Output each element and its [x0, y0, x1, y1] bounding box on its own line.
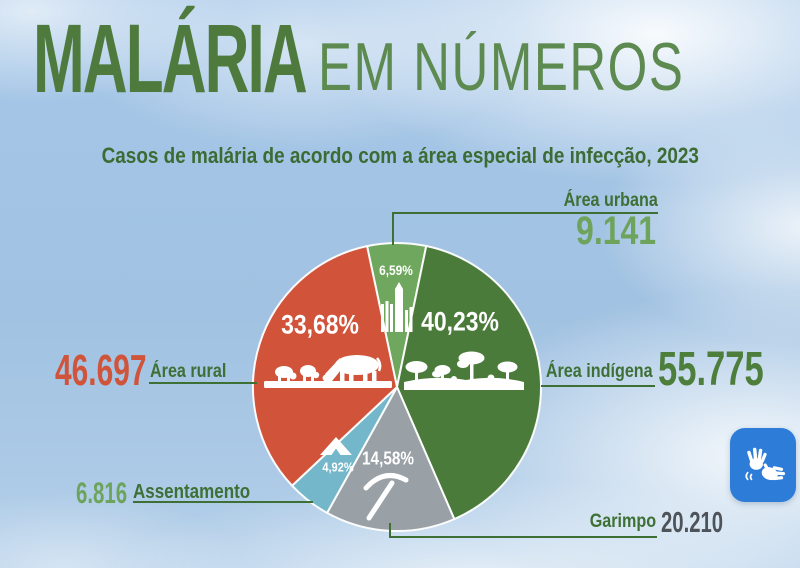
callout-value-indigena: 55.775	[658, 343, 764, 396]
pickaxe-icon	[363, 473, 409, 521]
cattle-icon	[264, 355, 392, 388]
connector-indigena	[541, 385, 655, 387]
pct-label-assentamento: 4,92%	[322, 459, 354, 475]
pct-label-rural: 33,68%	[281, 309, 359, 340]
pct-label-urbana: 6,59%	[379, 262, 413, 278]
tent-icon	[320, 437, 352, 455]
callout-label-assentamento: Assentamento	[133, 481, 251, 503]
connector-rural	[149, 382, 257, 384]
buildings-icon	[381, 282, 413, 332]
sign-language-hands-icon	[745, 447, 786, 481]
page-title: MALÁRIA	[33, 4, 308, 113]
chart-title-row: Casos de malária de acordo com a área es…	[0, 143, 800, 169]
chart-title: Casos de malária de acordo com a área es…	[101, 143, 699, 168]
connector-urbana-vertical	[392, 212, 394, 245]
callout-value-assentamento: 6.816	[76, 477, 128, 510]
callout-label-rural: Área rural	[150, 361, 227, 382]
page-title-suffix: EM NÚMEROS	[318, 29, 685, 105]
callout-value-garimpo: 20.210	[661, 507, 724, 539]
connector-garimpo-vertical	[389, 523, 391, 538]
pct-label-indigena: 40,23%	[421, 306, 499, 337]
pie-slice-4	[252, 245, 398, 487]
connector-assentamento	[133, 501, 313, 503]
callout-value-rural: 46.697	[55, 346, 147, 395]
callout-label-indigena: Área indígena	[546, 361, 653, 382]
libras-accessibility-button[interactable]	[730, 428, 796, 502]
pct-label-garimpo: 14,58%	[362, 448, 414, 469]
connector-urbana-horizontal	[392, 212, 658, 214]
connector-garimpo-horizontal	[389, 536, 657, 538]
trees-icon	[404, 351, 524, 390]
callout-label-urbana: Área urbana	[563, 190, 658, 211]
callout-value-urbana: 9.141	[575, 209, 656, 253]
callout-label-garimpo: Garimpo	[589, 511, 656, 532]
